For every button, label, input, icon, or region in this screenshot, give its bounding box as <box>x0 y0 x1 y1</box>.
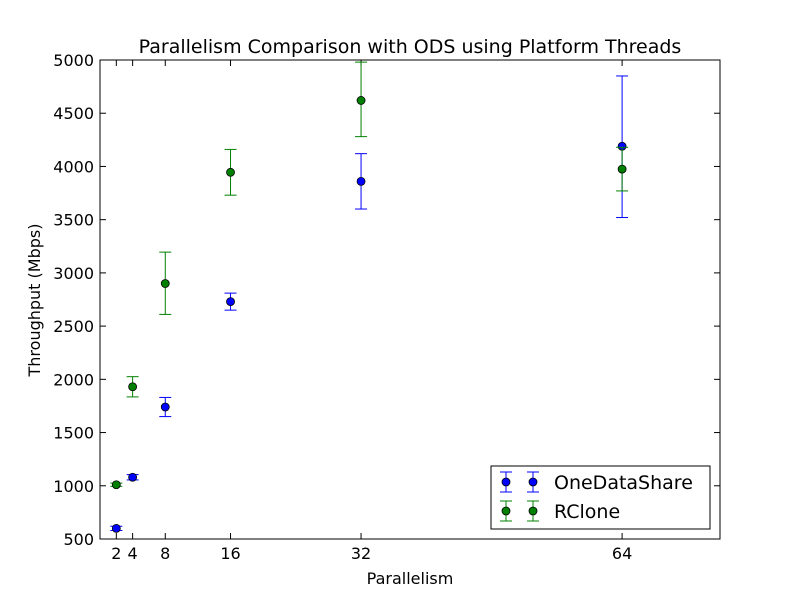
data-point <box>226 167 235 177</box>
plot-frame <box>99 59 721 540</box>
data-point <box>160 402 170 412</box>
legend-label: RClone <box>554 501 620 523</box>
data-point <box>160 279 170 288</box>
y-tick-label: 500 <box>63 530 94 549</box>
x-tick-label: 2 <box>111 544 121 563</box>
series-onedatashare <box>110 75 629 533</box>
y-tick-label: 2000 <box>53 370 94 389</box>
legend-marker <box>528 506 538 516</box>
y-tick-label: 5000 <box>53 51 94 70</box>
y-tick-label: 3500 <box>53 211 94 230</box>
y-tick-label: 3000 <box>53 264 94 283</box>
legend-item-rclone: RClone <box>500 500 620 523</box>
x-tick-label: 4 <box>128 544 138 563</box>
x-axis-label: Parallelism <box>367 569 454 588</box>
legend-label: OneDataShare <box>554 472 693 494</box>
data-point <box>356 176 366 186</box>
data-point <box>128 472 138 482</box>
legend-marker <box>528 477 538 487</box>
chart-title: Parallelism Comparison with ODS using Pl… <box>139 36 682 58</box>
y-tick-label: 2500 <box>53 317 94 336</box>
axis-ticks: 2 4 8 16 32 64 500 1000 1500 2000 2500 3000 3500 4000… <box>53 51 720 563</box>
y-axis-label: Throughput (Mbps) <box>25 224 44 378</box>
y-tick-label: 1500 <box>53 424 94 443</box>
data-point <box>356 96 366 105</box>
x-tick-label: 16 <box>220 544 240 563</box>
data-point <box>226 297 235 307</box>
y-tick-label: 4500 <box>53 104 94 123</box>
data-point <box>111 480 121 490</box>
legend-marker <box>501 506 511 516</box>
legend-marker <box>501 477 511 487</box>
series-rclone <box>110 61 629 490</box>
y-tick-label: 4000 <box>53 157 94 176</box>
legend-box <box>490 465 711 530</box>
x-tick-label: 8 <box>160 544 170 563</box>
data-point <box>128 382 138 392</box>
data-marks <box>110 61 629 533</box>
data-point <box>617 164 627 174</box>
x-tick-label: 32 <box>351 544 371 563</box>
x-tick-label: 64 <box>612 544 632 563</box>
data-point <box>111 523 121 533</box>
legend: OneDataShare RClone <box>490 465 711 530</box>
y-tick-label: 1000 <box>53 477 94 496</box>
legend-item-onedatashare: OneDataShare <box>500 471 693 494</box>
